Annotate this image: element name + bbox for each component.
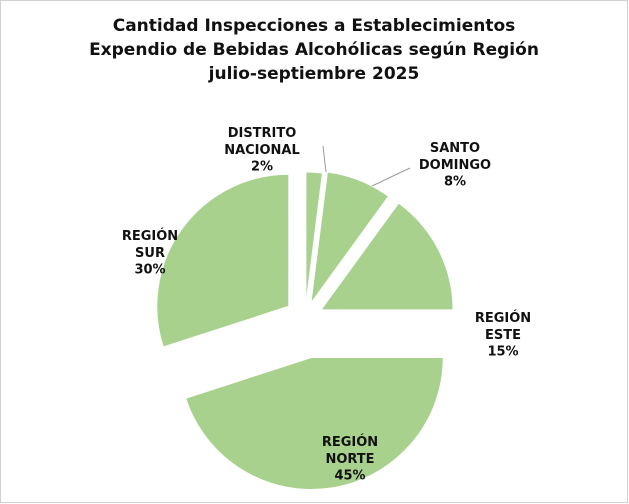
pie-slice: [156, 173, 290, 348]
leader-line: [371, 167, 411, 187]
value-label: 2%: [251, 160, 273, 175]
slice-label-line: DOMINGO: [419, 158, 491, 173]
slice-label-line: REGIÓN: [122, 228, 178, 244]
pie-slice: [320, 202, 454, 311]
value-label: 15%: [487, 345, 518, 360]
slice-label: REGIÓN NORTE: [322, 434, 378, 467]
slice-label: DISTRITO NACIONAL: [224, 126, 300, 158]
slice-label-line: DISTRITO: [228, 126, 297, 141]
slice-label: SANTO DOMINGO: [419, 141, 491, 173]
chart-title: Cantidad Inspecciones a Establecimientos: [113, 16, 516, 36]
slice-label-line: REGIÓN: [475, 310, 531, 326]
pie-slice: [305, 171, 323, 305]
pie-slice: [310, 171, 390, 304]
slice-label: REGIÓN SUR: [122, 228, 178, 261]
slice-label-line: NORTE: [325, 452, 374, 467]
slice-label: REGIÓN ESTE: [475, 310, 531, 343]
chart-title: julio-septiembre 2025: [208, 64, 420, 84]
slice-label-line: REGIÓN: [322, 434, 378, 450]
value-label: 30%: [134, 263, 165, 278]
leader-line: [322, 145, 327, 173]
slice-label-line: NACIONAL: [224, 143, 300, 158]
value-label: 8%: [444, 175, 466, 190]
pie-slice: [185, 357, 444, 490]
slice-label-line: SUR: [135, 246, 165, 261]
chart-title: Expendio de Bebidas Alcohólicas según Re…: [89, 40, 539, 60]
slice-label-line: ESTE: [485, 328, 521, 343]
slice-label-line: SANTO: [430, 141, 480, 156]
value-label: 45%: [334, 469, 365, 484]
